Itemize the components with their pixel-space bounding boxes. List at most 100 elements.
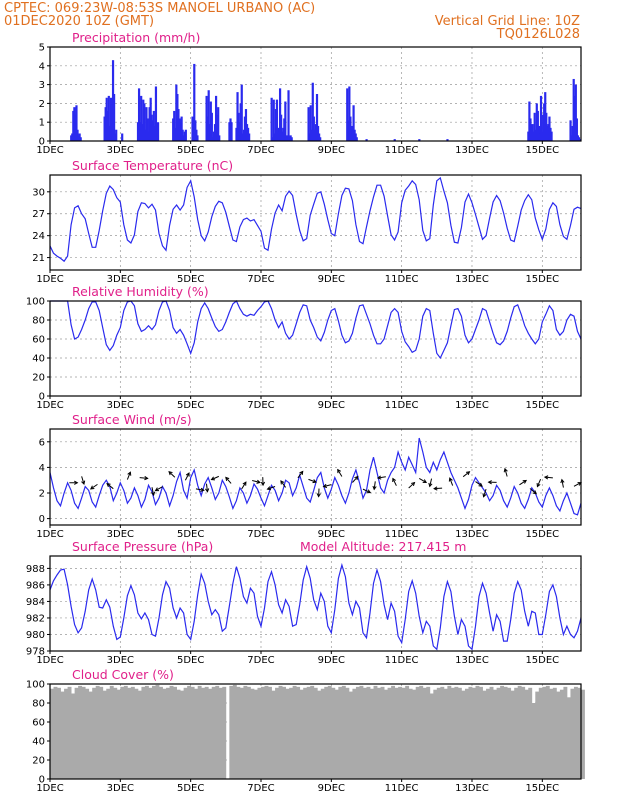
pressure-subtitle: Model Altitude: 217.415 m — [300, 539, 466, 554]
precipitation-ytick-label: 1 — [39, 118, 45, 129]
precipitation-bar — [79, 137, 82, 141]
cloud-cover-bar — [479, 686, 483, 779]
pressure-xtick-label: 1DEC — [36, 655, 63, 666]
cloud-cover-bar — [419, 685, 424, 779]
pressure-xtick-label: 11DEC — [385, 655, 419, 666]
cloud-cover-bar — [243, 685, 248, 779]
wind-arrow — [316, 488, 321, 498]
cloud-cover-bar — [50, 688, 54, 779]
wind-arrow — [139, 475, 149, 481]
cloud-cover-bar — [169, 685, 174, 779]
cloud-cover-bar — [232, 684, 237, 779]
precipitation-xtick-label: 11DEC — [385, 145, 419, 156]
cloud-cover-bar — [120, 686, 125, 779]
cloud-cover-bar — [394, 687, 399, 779]
wind-arrow-shaft — [81, 476, 85, 485]
precipitation-xtick-label: 13DEC — [455, 145, 489, 156]
wind-arrow — [266, 486, 276, 491]
wind-arrow-shaft — [241, 481, 247, 490]
temperature-xtick-label: 9DEC — [318, 274, 345, 285]
wind-arrow — [418, 478, 428, 483]
wind-arrow — [392, 477, 397, 486]
wind-arrow-shaft — [544, 476, 553, 479]
cloud-cover-bar — [306, 686, 311, 779]
cloud-cover-bar — [67, 686, 72, 779]
wind-xtick-label: 3DEC — [107, 529, 134, 540]
wind-arrow-shaft — [155, 486, 163, 492]
precipitation-frame — [49, 46, 582, 142]
cloud-cover-bar — [282, 686, 287, 779]
cloud-cover-bar — [92, 687, 97, 779]
cloud-cover-bar — [359, 685, 364, 779]
precipitation-bar — [184, 129, 187, 141]
precipitation-bar — [275, 99, 279, 141]
humidity-xtick-label: 15DEC — [525, 400, 559, 411]
cloud-cover-bar — [471, 687, 476, 779]
cloud-cover-bar — [489, 686, 494, 779]
cloud-cover-bar — [116, 689, 121, 779]
cloud-cover-bar — [95, 685, 100, 779]
wind-title: Surface Wind (m/s) — [72, 412, 192, 427]
cloud-cover-bar — [433, 689, 438, 779]
precipitation-bar — [569, 120, 572, 141]
cloud-cover-bar — [208, 688, 213, 779]
wind-arrow-head — [503, 467, 508, 473]
wind-arrow — [372, 481, 377, 491]
cloud-cover-bar — [144, 685, 149, 779]
wind-arrow-shaft — [323, 484, 332, 488]
humidity-ytick-label: 20 — [32, 373, 45, 384]
pressure-ytick-label: 978 — [26, 647, 45, 658]
cloud-cover-bar — [194, 688, 199, 779]
wind-arrow — [154, 486, 163, 492]
precipitation-bar — [146, 118, 149, 141]
precipitation-bar — [287, 90, 290, 141]
wind-arrow-shaft — [462, 471, 470, 478]
cloud-cover-xtick-label: 13DEC — [455, 783, 489, 794]
cloud-cover-bar — [475, 685, 480, 779]
wind-arrow — [195, 487, 205, 492]
temperature-xtick-label: 15DEC — [525, 274, 559, 285]
wind-arrow-shaft — [211, 475, 219, 481]
cloud-cover-bar — [398, 686, 403, 779]
pressure-xtick-label: 15DEC — [525, 655, 559, 666]
wind-arrow-head — [478, 482, 483, 487]
wind-arrow-head — [536, 483, 541, 488]
pressure-ytick-label: 984 — [26, 597, 45, 608]
humidity-xtick-label: 5DEC — [177, 400, 204, 411]
cloud-cover-bar — [204, 686, 209, 779]
precipitation-bar — [210, 112, 213, 141]
precipitation-bar — [193, 63, 196, 141]
wind-arrow-shaft — [504, 468, 508, 477]
wind-arrow — [89, 483, 98, 490]
cloud-cover-bar — [320, 688, 325, 779]
cloud-cover-bar — [454, 686, 459, 779]
cloud-cover-bar — [250, 688, 255, 779]
precipitation-bar — [355, 137, 358, 141]
wind-arrow-shaft — [168, 471, 176, 478]
cloud-cover-bar — [109, 685, 114, 779]
wind-arrow-shaft — [362, 488, 371, 493]
wind-arrow — [408, 481, 416, 489]
wind-arrow-head — [372, 485, 377, 491]
precipitation-xtick-label: 3DEC — [107, 145, 134, 156]
wind-arrow-head — [543, 475, 549, 480]
wind-arrow — [184, 472, 190, 481]
precipitation-bar — [349, 116, 352, 141]
wind-xtick-label: 11DEC — [385, 529, 419, 540]
precipitation-xtick-label: 7DEC — [247, 145, 274, 156]
wind-arrow-head — [366, 489, 372, 494]
cloud-cover-bar — [563, 686, 568, 779]
cloud-cover-bar — [443, 688, 448, 779]
wind-arrow — [126, 471, 132, 480]
cloud-cover-bar — [415, 686, 420, 779]
wind-arrow-shaft — [377, 476, 386, 479]
wind-arrow-shaft — [90, 483, 98, 490]
cloud-cover-bar — [264, 685, 269, 779]
precipitation-bar — [346, 88, 349, 141]
cloud-cover-bar — [373, 685, 378, 779]
cloud-cover-bar — [327, 685, 332, 779]
humidity-ytick-label: 40 — [32, 354, 45, 365]
wind-arrow-shaft — [434, 487, 443, 490]
cloud-cover-bar — [151, 685, 156, 779]
